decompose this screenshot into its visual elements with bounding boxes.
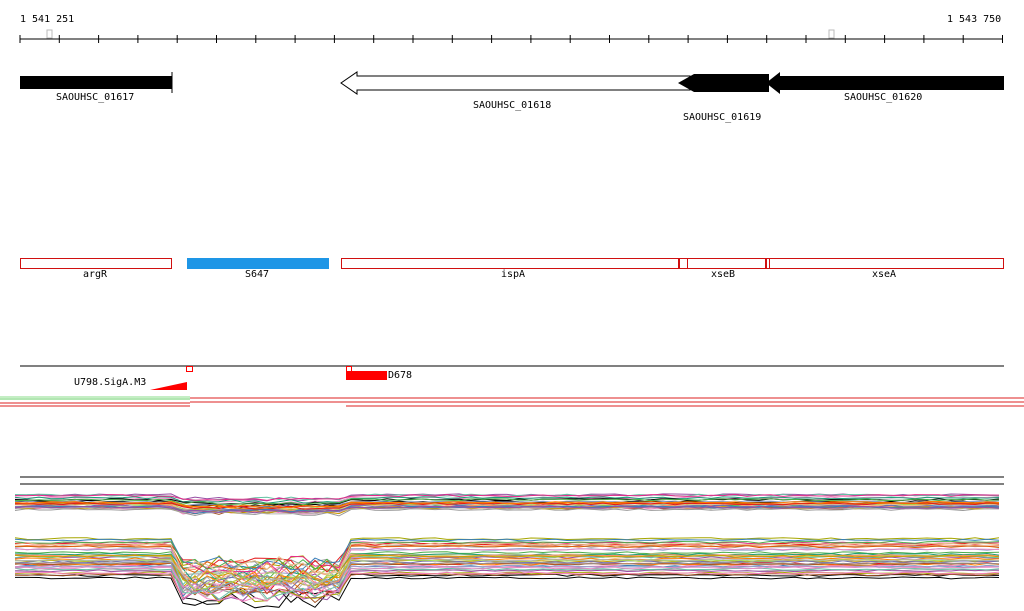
feature-label-D678: D678 bbox=[388, 370, 413, 381]
annotation-ispA[interactable] bbox=[341, 258, 679, 269]
expression-profile-line bbox=[14, 538, 1000, 571]
gene-label-saouhsc-01619: SAOUHSC_01619 bbox=[683, 112, 762, 123]
ruler-start-label: 1 541 251 bbox=[20, 14, 75, 25]
annotation-label-argR: argR bbox=[83, 269, 108, 280]
gene-label-saouhsc-01618: SAOUHSC_01618 bbox=[473, 100, 552, 111]
expression-profile-line bbox=[14, 554, 1000, 586]
annotation-xseB[interactable] bbox=[687, 258, 766, 269]
expression-track bbox=[14, 476, 1004, 609]
ruler-end-label: 1 543 750 bbox=[947, 14, 1002, 25]
gene-label-saouhsc-01620: SAOUHSC_01620 bbox=[844, 92, 923, 103]
expression-profiles-lower[interactable] bbox=[14, 537, 1000, 609]
expression-profile-line bbox=[14, 571, 999, 604]
expression-profile-line bbox=[14, 496, 1000, 504]
annotation-S647[interactable] bbox=[187, 258, 329, 269]
expression-profile-line bbox=[14, 573, 1000, 605]
ruler-handle-right[interactable] bbox=[828, 29, 835, 39]
annotation-argR[interactable] bbox=[20, 258, 172, 269]
gene-saouhsc-01620[interactable] bbox=[766, 72, 1004, 94]
expression-profile-line bbox=[15, 493, 999, 501]
expression-profile-line bbox=[15, 576, 1000, 609]
gene-saouhsc-01619[interactable] bbox=[678, 74, 769, 92]
expression-profile-line bbox=[14, 504, 1000, 513]
annotation-label-xseA: xseA bbox=[872, 269, 897, 280]
expression-profile-line bbox=[14, 544, 1000, 575]
expression-profile-line bbox=[14, 498, 1000, 506]
ruler-ticks bbox=[19, 35, 1003, 43]
expression-profile-line bbox=[14, 571, 1000, 603]
annotation-xseA[interactable] bbox=[769, 258, 1004, 269]
expression-profile-line bbox=[14, 561, 1000, 594]
feature-D678-start bbox=[346, 366, 352, 372]
gene-saouhsc-01618[interactable] bbox=[340, 71, 691, 95]
annotation-label-xseB: xseB bbox=[711, 269, 736, 280]
feature-U798-marker[interactable] bbox=[150, 382, 187, 390]
feature-track bbox=[0, 365, 1024, 407]
expression-profile-line bbox=[14, 553, 1000, 586]
position-ruler[interactable] bbox=[19, 29, 1003, 43]
expression-profile-line bbox=[14, 567, 1000, 600]
gene-track bbox=[20, 71, 1004, 95]
ruler-handle-left[interactable] bbox=[46, 29, 53, 39]
gene-saouhsc-01617[interactable] bbox=[20, 76, 172, 89]
expression-profile-line bbox=[14, 500, 1000, 509]
annotation-track bbox=[20, 258, 1004, 269]
expression-profile-line bbox=[14, 542, 1000, 575]
feature-label-U798: U798.SigA.M3 bbox=[74, 377, 147, 388]
expression-profile-line bbox=[14, 508, 1000, 517]
annotation-small-box[interactable] bbox=[679, 258, 688, 269]
expression-profile-line bbox=[14, 505, 1000, 514]
feature-D678[interactable] bbox=[346, 371, 387, 380]
expression-profile-line bbox=[14, 566, 1000, 595]
expression-profile-line bbox=[14, 540, 1000, 574]
feature-U798-end bbox=[186, 366, 193, 372]
annotation-label-ispA: ispA bbox=[501, 269, 526, 280]
gene-label-saouhsc-01617: SAOUHSC_01617 bbox=[56, 92, 135, 103]
expression-profiles-upper[interactable] bbox=[14, 493, 1000, 517]
annotation-label-S647: S647 bbox=[245, 269, 270, 280]
expression-profile-line bbox=[14, 558, 1000, 590]
expression-profile-line bbox=[15, 498, 1000, 506]
